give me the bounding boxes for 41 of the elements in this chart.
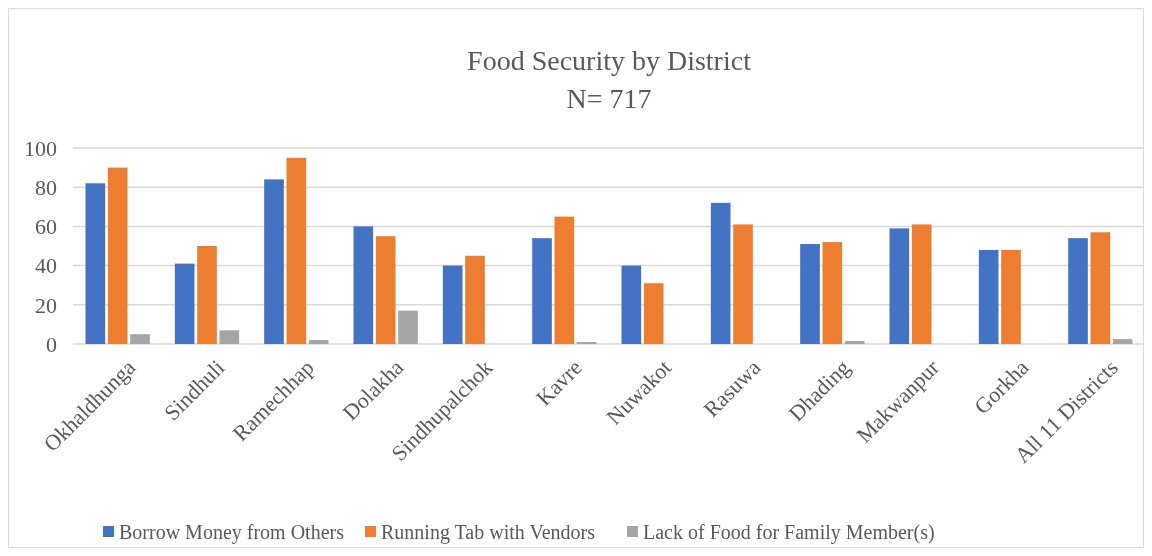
bar: [264, 179, 284, 344]
bar: [174, 263, 195, 344]
bar: [1001, 249, 1021, 344]
bar: [130, 334, 150, 344]
bar: [911, 224, 932, 344]
bar: [1068, 238, 1088, 344]
bar: [532, 238, 552, 344]
y-tick-label: 40: [35, 253, 57, 279]
bar: [710, 202, 731, 344]
bar: [465, 255, 485, 344]
bar: [554, 216, 575, 344]
bar: [375, 236, 396, 344]
bar: [1090, 232, 1111, 344]
bar: [822, 242, 843, 344]
bar: [353, 226, 374, 344]
chart-title: Food Security by District: [467, 45, 752, 76]
y-tick-label: 100: [24, 135, 57, 161]
bar: [621, 265, 642, 344]
bar: [442, 265, 463, 344]
y-tick-label: 0: [46, 331, 57, 357]
bar: [107, 167, 128, 344]
bar: [398, 310, 418, 344]
legend-label: Running Tab with Vendors: [381, 521, 596, 544]
legend-label: Lack of Food for Family Member(s): [643, 521, 935, 544]
y-tick-label: 80: [35, 174, 57, 200]
y-tick-label: 20: [35, 292, 57, 318]
bar: [197, 246, 217, 344]
legend-label: Borrow Money from Others: [119, 521, 345, 544]
bar: [286, 157, 307, 344]
bar: [733, 224, 753, 344]
bar: [219, 330, 240, 344]
bar: [85, 183, 106, 344]
bar: [800, 244, 820, 344]
bar: [844, 341, 865, 344]
chart-subtitle: N= 717: [566, 83, 652, 114]
y-tick-label: 60: [35, 214, 57, 240]
bar: [1112, 339, 1133, 344]
bar: [308, 340, 329, 344]
bar: [978, 249, 999, 344]
bar: [889, 228, 910, 344]
bar: [643, 283, 664, 344]
